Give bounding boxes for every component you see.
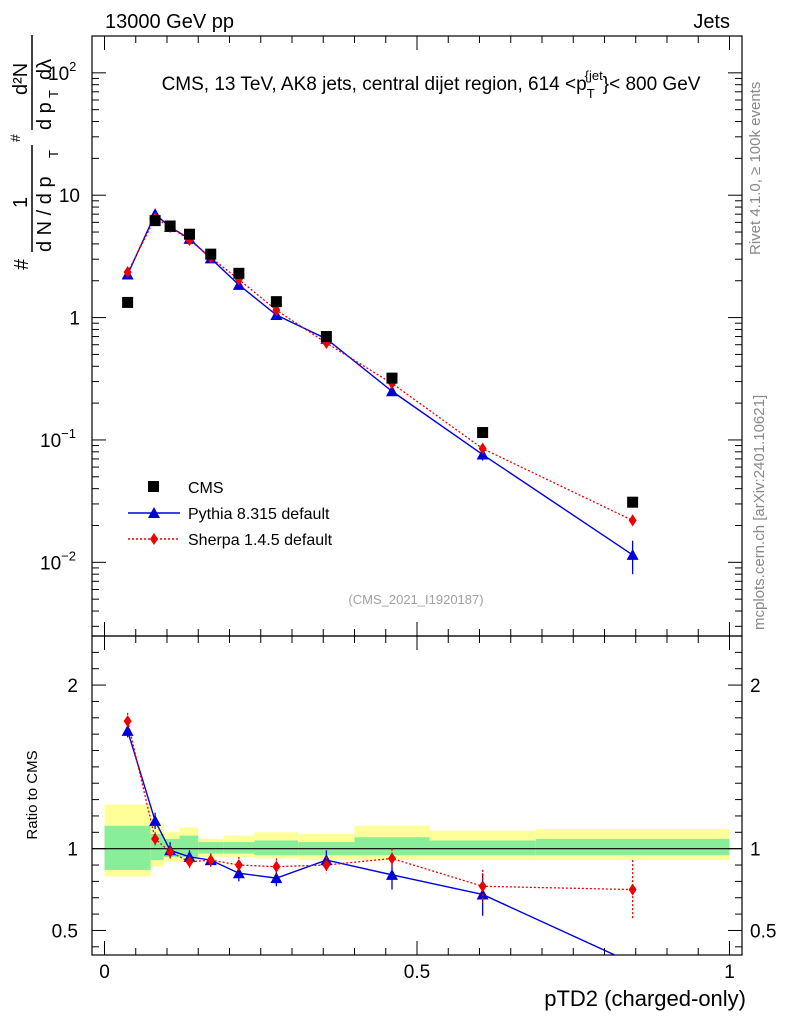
legend-cms-label: CMS (188, 480, 224, 497)
sherpa-ratio-point (185, 855, 194, 868)
cms-point (270, 296, 282, 308)
sherpa-ratio-point (151, 832, 160, 845)
cms-point (184, 228, 195, 240)
cms-point (477, 427, 489, 439)
cms-point (164, 220, 176, 232)
ratio-tick-label-right: 1 (750, 840, 761, 861)
ratio-band-green (254, 840, 299, 856)
pythia-ratio-point (121, 724, 134, 736)
y-tick-label: 10−2 (40, 548, 76, 574)
title-suffix: }< 800 GeV (603, 74, 701, 95)
sherpa-series-line (127, 217, 633, 522)
y-tick-label: 102 (48, 59, 76, 85)
legend-sherpa-marker (150, 533, 158, 545)
pythia-series-line (126, 213, 634, 556)
sherpa-point (272, 304, 281, 317)
header-energy-label: 13000 GeV pp (105, 11, 234, 33)
ratio-panel: 0 0.5 1 0.5 0.5 1 1 2 2 (52, 635, 776, 983)
ylabel-T: T (46, 150, 61, 158)
sherpa-ratio-point (272, 860, 281, 873)
x-tick-label: 0 (99, 962, 110, 983)
ylabel-hash: # (11, 258, 33, 270)
x-axis-label: pTD2 (charged-only) (544, 986, 746, 1011)
sherpa-ratio-point (166, 845, 175, 858)
legend-pythia-marker (148, 507, 160, 518)
cms-point (627, 496, 639, 508)
main-panel: 10−2 10−1 1 10 102 (40, 35, 743, 955)
sherpa-point (123, 266, 132, 279)
ratio-frame (91, 635, 743, 956)
sherpa-ratio-point (206, 854, 215, 867)
pythia-ratio-point (149, 814, 162, 826)
ratio-band-green (429, 840, 536, 856)
sherpa-ratio-point (628, 883, 637, 896)
cms-point (233, 267, 245, 279)
watermark: (CMS_2021_I1920187) (348, 592, 483, 607)
ylabel-one: 1 (10, 197, 32, 208)
ratio-band-green (535, 838, 730, 856)
sherpa-ratio-line (126, 720, 633, 891)
ylabel-dN: d N / d p (34, 176, 56, 252)
ratio-tick-label-right: 0.5 (750, 921, 776, 942)
header-jets-label: Jets (693, 11, 730, 33)
sherpa-ratio-point (234, 859, 243, 872)
rivet-version-label: Rivet 4.1.0, ≥ 100k events (747, 82, 764, 255)
ylabel-d2N: d²N (10, 63, 32, 95)
x-tick-label: 1 (724, 962, 735, 983)
ylabel-hash2: # (7, 134, 23, 142)
sherpa-ratio-point (388, 852, 396, 865)
cms-point (149, 215, 161, 227)
legend-cms-marker (148, 481, 159, 492)
pythia-ratio-point (386, 868, 398, 880)
ylabel-dpT: d p (34, 102, 56, 130)
cms-point (122, 296, 134, 308)
ratio-y-label: Ratio to CMS (24, 750, 41, 839)
ratio-band-green (223, 842, 255, 854)
sherpa-point (478, 442, 487, 455)
title-sup: {jet (585, 68, 603, 83)
title-sub: T (587, 86, 595, 101)
cms-point (386, 372, 398, 384)
ratio-series-group (121, 712, 637, 955)
pythia-ratio-point (270, 872, 283, 884)
pythia-point (626, 548, 639, 560)
pythia-ratio-point (232, 867, 245, 879)
ratio-band-green (354, 837, 430, 856)
cms-point (320, 331, 332, 343)
y-tick-label: 10 (59, 186, 80, 207)
title-prefix: CMS, 13 TeV, AK8 jets, central dijet reg… (162, 74, 587, 95)
ratio-band-green (198, 842, 224, 854)
ratio-tick-label-left: 1 (67, 840, 78, 861)
sherpa-ratio-point (478, 880, 487, 893)
cms-point (205, 248, 217, 260)
ratio-tick-label-left: 2 (67, 676, 78, 697)
pythia-point (386, 385, 398, 397)
legend-sherpa-label: Sherpa 1.4.5 default (188, 532, 333, 549)
ylabel-T2: T (46, 90, 61, 98)
sherpa-ratio-point (322, 859, 331, 872)
legend: CMS Pythia 8.315 default Sherpa 1.4.5 de… (128, 480, 333, 549)
sherpa-point (628, 514, 637, 527)
plot-title: CMS, 13 TeV, AK8 jets, central dijet reg… (162, 68, 701, 101)
ratio-tick-label-right: 2 (750, 676, 761, 697)
ratio-tick-label-left: 0.5 (52, 921, 78, 942)
ylabel-dl: dλ (34, 59, 56, 80)
x-tick-label: 0.5 (404, 962, 430, 983)
ratio-band-green (179, 835, 199, 857)
mcplots-label: mcplots.cern.ch [arXiv:2401.10621] (751, 395, 768, 630)
sherpa-ratio-point (123, 715, 132, 728)
legend-pythia-label: Pythia 8.315 default (188, 506, 330, 523)
ratio-band-green (104, 825, 151, 870)
y-tick-label: 10−1 (40, 426, 76, 452)
y-tick-label: 1 (69, 309, 80, 330)
y-axis-label: # 1 d N / d p T # d²N d p T dλ (7, 35, 61, 270)
